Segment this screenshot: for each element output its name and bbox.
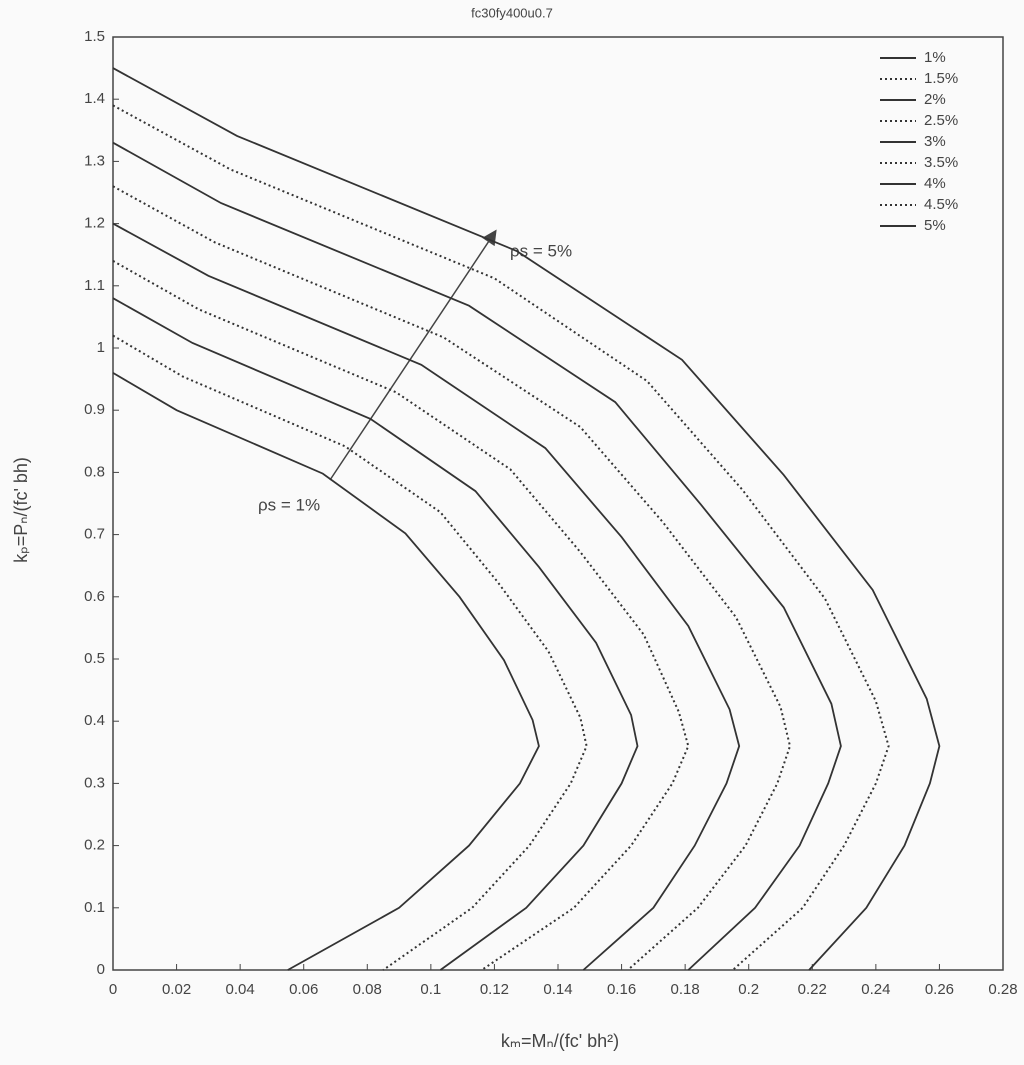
chart: fc30fy400u0.7 kₘ=Mₙ/(fc' bh²) kₚ=Pₙ/(fc'…: [0, 0, 1024, 1065]
legend-label: 5%: [924, 217, 946, 234]
x-tick-label: 0.2: [738, 981, 759, 998]
x-tick-label: 0.18: [671, 981, 700, 998]
y-tick-label: 0.6: [84, 588, 105, 605]
annotation: ρs = 5%: [510, 241, 572, 260]
x-tick-label: 0.24: [861, 981, 890, 998]
y-tick-label: 0.3: [84, 774, 105, 791]
x-tick-label: 0.26: [925, 981, 954, 998]
x-tick-label: 0.16: [607, 981, 636, 998]
series-line: [113, 298, 638, 970]
x-tick-label: 0.04: [226, 981, 255, 998]
y-tick-label: 1.2: [84, 215, 105, 232]
y-tick-label: 1.1: [84, 277, 105, 294]
legend-label: 4.5%: [924, 196, 958, 213]
legend-label: 1.5%: [924, 70, 958, 87]
x-tick-label: 0: [109, 981, 117, 998]
series-line: [113, 105, 889, 970]
y-tick-label: 1: [97, 339, 105, 356]
legend-label: 1%: [924, 49, 946, 66]
x-tick-label: 0.08: [353, 981, 382, 998]
series-line: [113, 336, 587, 970]
y-tick-label: 0.9: [84, 401, 105, 418]
y-tick-label: 1.3: [84, 152, 105, 169]
y-tick-label: 0.5: [84, 650, 105, 667]
legend-label: 3.5%: [924, 154, 958, 171]
annotation: ρs = 1%: [258, 495, 320, 514]
y-tick-label: 0.1: [84, 899, 105, 916]
x-tick-label: 0.06: [289, 981, 318, 998]
x-axis-label: kₘ=Mₙ/(fc' bh²): [501, 1031, 619, 1051]
y-tick-label: 0.8: [84, 463, 105, 480]
page: fc30fy400u0.7 kₘ=Mₙ/(fc' bh²) kₚ=Pₙ/(fc'…: [0, 0, 1024, 1065]
x-tick-label: 0.14: [543, 981, 572, 998]
y-tick-label: 0: [97, 961, 105, 978]
series-line: [113, 261, 688, 970]
series-line: [113, 68, 939, 970]
x-tick-label: 0.02: [162, 981, 191, 998]
y-axis-label: kₚ=Pₙ/(fc' bh): [11, 457, 31, 563]
legend-label: 3%: [924, 133, 946, 150]
y-tick-label: 0.7: [84, 526, 105, 543]
y-tick-label: 1.5: [84, 28, 105, 45]
legend-label: 4%: [924, 175, 946, 192]
legend-label: 2%: [924, 91, 946, 108]
legend-label: 2.5%: [924, 112, 958, 129]
y-tick-label: 0.4: [84, 712, 105, 729]
series-line: [113, 373, 539, 970]
y-tick-label: 1.4: [84, 90, 105, 107]
y-tick-label: 0.2: [84, 837, 105, 854]
x-tick-label: 0.28: [988, 981, 1017, 998]
x-tick-label: 0.22: [798, 981, 827, 998]
chart-title: fc30fy400u0.7: [471, 5, 553, 20]
x-tick-label: 0.12: [480, 981, 509, 998]
x-tick-label: 0.1: [420, 981, 441, 998]
series-line: [113, 186, 790, 970]
